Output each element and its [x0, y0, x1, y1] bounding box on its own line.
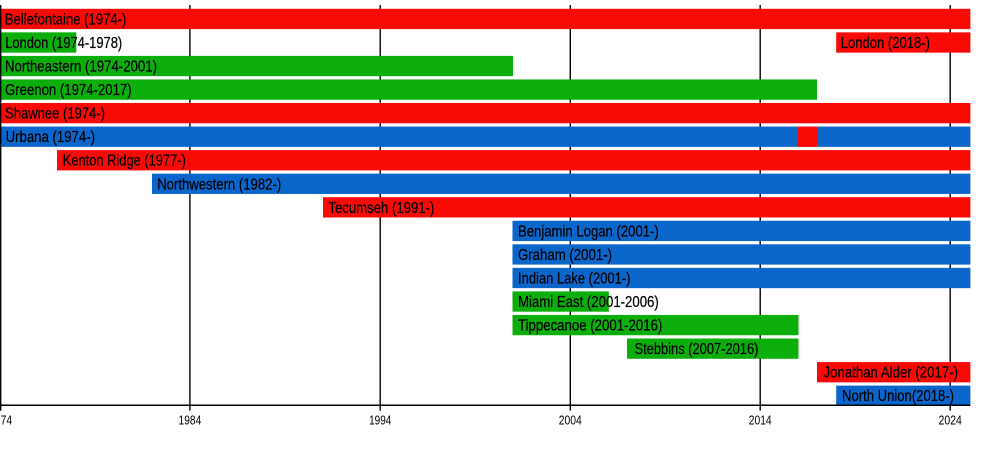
svg-text:Miami East (2001-2006): Miami East (2001-2006) — [518, 294, 659, 311]
svg-text:1994: 1994 — [369, 412, 391, 427]
svg-text:Tecumseh (1991-): Tecumseh (1991-) — [328, 200, 434, 217]
svg-text:2024: 2024 — [939, 412, 962, 427]
svg-text:Tippecanoe (2001-2016): Tippecanoe (2001-2016) — [518, 318, 662, 335]
svg-text:Urbana (1974-): Urbana (1974-) — [6, 129, 95, 146]
svg-text:Indian Lake (2001-): Indian Lake (2001-) — [518, 270, 631, 287]
svg-text:Graham (2001-): Graham (2001-) — [518, 247, 612, 264]
svg-text:Greenon (1974-2017): Greenon (1974-2017) — [5, 82, 132, 99]
svg-text:London (2018-): London (2018-) — [841, 35, 930, 52]
svg-text:1984: 1984 — [179, 412, 202, 427]
svg-text:London (1974-1978): London (1974-1978) — [5, 35, 122, 52]
svg-text:Northeastern (1974-2001): Northeastern (1974-2001) — [5, 59, 157, 76]
svg-text:Shawnee (1974-): Shawnee (1974-) — [5, 106, 105, 123]
svg-text:Stebbins (2007-2016): Stebbins (2007-2016) — [635, 341, 759, 358]
svg-text:Jonathan Alder (2017-): Jonathan Alder (2017-) — [824, 365, 959, 382]
svg-text:2014: 2014 — [749, 412, 772, 427]
svg-text:Northwestern (1982-): Northwestern (1982-) — [157, 176, 281, 193]
svg-text:Bellefontaine (1974-): Bellefontaine (1974-) — [5, 11, 127, 28]
svg-text:74: 74 — [1, 412, 13, 427]
svg-text:North Union(2018-): North Union(2018-) — [842, 388, 954, 405]
svg-text:Benjamin Logan (2001-): Benjamin Logan (2001-) — [518, 223, 659, 240]
svg-text:2004: 2004 — [559, 412, 582, 427]
svg-text:Kenton Ridge (1977-): Kenton Ridge (1977-) — [63, 153, 186, 170]
